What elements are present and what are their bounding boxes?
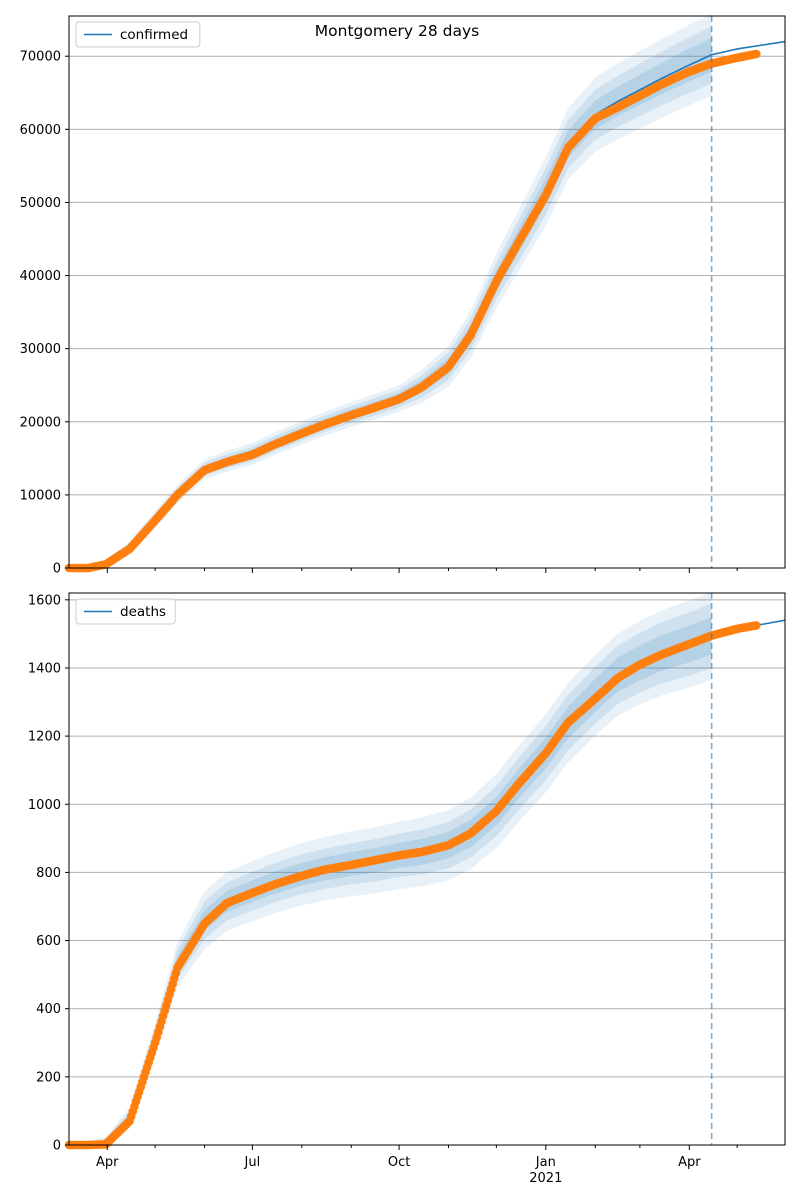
x-tick-label: Apr: [678, 1155, 701, 1170]
y-tick-label: 200: [36, 1070, 61, 1085]
legend-box: [75, 21, 201, 48]
x-tick-label: Apr: [96, 1155, 119, 1170]
legend: confirmed: [75, 21, 201, 48]
x-tick-label: Jan: [535, 1155, 556, 1170]
y-tick-label: 0: [53, 562, 61, 577]
axes-frame: [68, 592, 786, 1146]
y-tick-label: 30000: [20, 342, 61, 357]
confidence-band-outer: [69, 591, 712, 1145]
y-tick-label: 20000: [20, 415, 61, 430]
y-tick-label: 70000: [20, 50, 61, 65]
y-tick-label: 40000: [20, 269, 61, 284]
confidence-band-inner: [69, 37, 712, 568]
confirmed-panel: 0 10000 20000 30000 40000 50000 60000 70000 conf…: [20, 13, 786, 577]
observed-point: [752, 621, 761, 630]
confidence-band-middle: [69, 603, 712, 1145]
confidence-band-middle: [69, 26, 712, 568]
legend-label: confirmed: [120, 27, 188, 43]
figure-title: Montgomery 28 days: [315, 22, 479, 40]
confidence-band-outer: [69, 13, 712, 569]
y-tick-label: 0: [53, 1139, 61, 1154]
y-tick-label: 10000: [20, 488, 61, 503]
deaths-panel: 0 200 400 600 800 1000 1200 1400 1600 Apr Jul Oct Ja…: [28, 591, 786, 1186]
y-tick-label: 1400: [28, 661, 61, 676]
y-tick-label: 600: [36, 934, 61, 949]
observed-point: [752, 49, 761, 59]
legend-box: [75, 598, 176, 625]
y-tick-label: 1600: [28, 593, 61, 608]
x-tick-label: Oct: [388, 1155, 410, 1170]
y-tick-label: 50000: [20, 196, 61, 211]
y-tick-label: 1000: [28, 798, 61, 813]
legend-label: deaths: [120, 604, 166, 620]
x-tick-label: Jul: [244, 1155, 261, 1170]
axes-frame: [68, 15, 786, 569]
x-tick-sublabel: 2021: [529, 1171, 562, 1186]
y-tick-label: 1200: [28, 730, 61, 745]
y-tick-label: 800: [36, 866, 61, 881]
y-tick-label: 60000: [20, 123, 61, 138]
y-tick-label: 400: [36, 1002, 61, 1017]
legend: deaths: [75, 598, 176, 625]
